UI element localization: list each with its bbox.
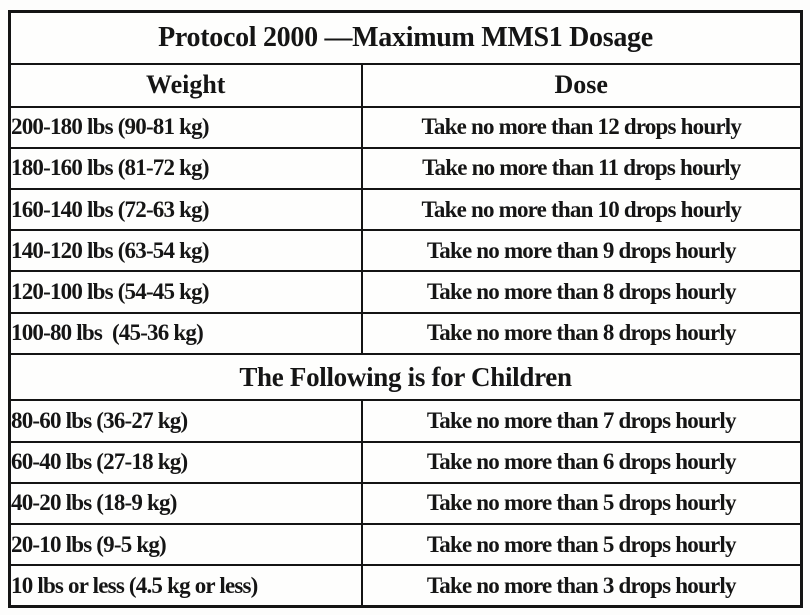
- table-row: 120-100 lbs (54-45 kg) Take no more than…: [8, 270, 803, 314]
- table-row: 60-40 lbs (27-18 kg) Take no more than 6…: [8, 440, 803, 484]
- table-row: 40-20 lbs (18-9 kg) Take no more than 5 …: [8, 481, 803, 525]
- table-head-section: Protocol 2000 —Maximum MMS1 Dosage Weigh…: [8, 10, 803, 108]
- dose-cell: Take no more than 8 drops hourly: [360, 311, 803, 356]
- dose-cell: Take no more than 10 drops hourly: [360, 188, 803, 232]
- table-row: 10 lbs or less (4.5 kg or less) Take no …: [8, 564, 803, 608]
- table-row: 140-120 lbs (63-54 kg) Take no more than…: [8, 229, 803, 273]
- table-row: 160-140 lbs (72-63 kg) Take no more than…: [8, 188, 803, 232]
- dose-cell: Take no more than 6 drops hourly: [360, 440, 803, 484]
- column-header-dose: Dose: [360, 63, 803, 108]
- weight-cell: 80-60 lbs (36-27 kg): [8, 399, 363, 443]
- weight-cell: 60-40 lbs (27-18 kg): [8, 440, 363, 484]
- section-header-row: The Following is for Children: [8, 352, 803, 402]
- weight-cell: 120-100 lbs (54-45 kg): [8, 270, 363, 314]
- dose-cell: Take no more than 11 drops hourly: [360, 146, 803, 191]
- section-header: The Following is for Children: [8, 352, 803, 402]
- section-header-section: The Following is for Children: [8, 352, 803, 402]
- dose-cell: Take no more than 7 drops hourly: [360, 399, 803, 443]
- dosage-table: Protocol 2000 —Maximum MMS1 Dosage Weigh…: [8, 10, 804, 608]
- weight-cell: 180-160 lbs (81-72 kg): [8, 146, 363, 191]
- weight-cell: 200-180 lbs (90-81 kg): [8, 105, 363, 149]
- weight-cell: 20-10 lbs (9-5 kg): [8, 522, 363, 567]
- weight-cell: 10 lbs or less (4.5 kg or less): [8, 564, 363, 608]
- weight-cell: 40-20 lbs (18-9 kg): [8, 481, 363, 525]
- weight-cell: 100-80 lbs (45-36 kg): [8, 311, 363, 356]
- table-row: 180-160 lbs (81-72 kg) Take no more than…: [8, 146, 803, 191]
- dose-cell: Take no more than 9 drops hourly: [360, 229, 803, 273]
- dose-cell: Take no more than 5 drops hourly: [360, 522, 803, 567]
- weight-cell: 160-140 lbs (72-63 kg): [8, 188, 363, 232]
- children-rows: 80-60 lbs (36-27 kg) Take no more than 7…: [8, 399, 803, 608]
- table-row: 80-60 lbs (36-27 kg) Take no more than 7…: [8, 399, 803, 443]
- dose-cell: Take no more than 8 drops hourly: [360, 270, 803, 314]
- column-header-row: Weight Dose: [8, 63, 803, 108]
- table-row: 20-10 lbs (9-5 kg) Take no more than 5 d…: [8, 522, 803, 567]
- title-row: Protocol 2000 —Maximum MMS1 Dosage: [8, 10, 803, 66]
- adult-rows: 200-180 lbs (90-81 kg) Take no more than…: [8, 105, 803, 356]
- dose-cell: Take no more than 5 drops hourly: [360, 481, 803, 525]
- dose-cell: Take no more than 12 drops hourly: [360, 105, 803, 149]
- table-title: Protocol 2000 —Maximum MMS1 Dosage: [8, 10, 803, 66]
- column-header-weight: Weight: [8, 63, 363, 108]
- weight-cell: 140-120 lbs (63-54 kg): [8, 229, 363, 273]
- table-row: 100-80 lbs (45-36 kg) Take no more than …: [8, 311, 803, 356]
- dose-cell: Take no more than 3 drops hourly: [360, 564, 803, 608]
- table-row: 200-180 lbs (90-81 kg) Take no more than…: [8, 105, 803, 149]
